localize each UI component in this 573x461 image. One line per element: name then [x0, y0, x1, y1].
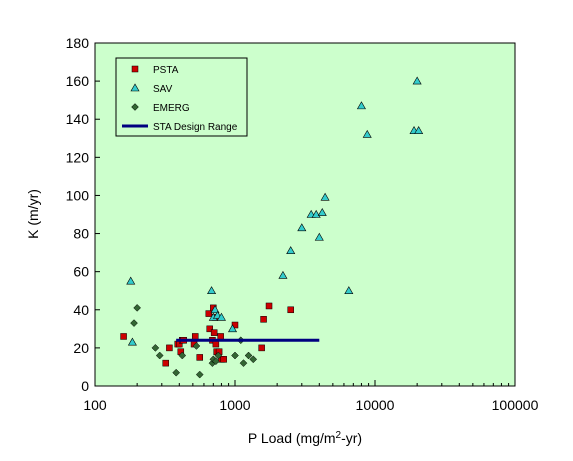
- psta-point: [287, 306, 294, 314]
- y-tick-label: 60: [73, 264, 89, 280]
- legend-emerg-marker: [131, 103, 139, 111]
- emerg-point: [130, 319, 138, 327]
- psta-point: [166, 344, 173, 352]
- sav-point: [344, 286, 354, 295]
- psta-point: [258, 344, 265, 352]
- legend-sav-marker: [130, 83, 140, 92]
- x-axis: 100 1000 10000 100000: [83, 380, 539, 413]
- emerg-point: [231, 351, 239, 360]
- x-axis-label-superscript: 2: [336, 430, 342, 441]
- y-axis-label: K (m/yr): [25, 189, 41, 239]
- sav-point: [127, 337, 137, 346]
- y-axis: 0 20 40 60 80 100 120 140 160 180: [66, 35, 100, 394]
- emerg-point: [133, 304, 141, 312]
- sav-point: [228, 324, 238, 333]
- emerg-point: [195, 370, 204, 379]
- emerg-point: [239, 359, 248, 367]
- psta-point: [120, 333, 127, 340]
- x-tick-label: 1000: [219, 397, 250, 413]
- y-tick-label: 0: [81, 378, 89, 394]
- y-tick-label: 180: [66, 35, 90, 51]
- sav-point: [278, 270, 288, 279]
- psta-point: [206, 325, 213, 333]
- x-tick-label: 100: [83, 397, 107, 413]
- emerg-point: [178, 351, 187, 360]
- legend-psta-label: PSTA: [153, 65, 179, 76]
- emerg-point: [155, 351, 164, 360]
- emerg-point: [244, 351, 253, 360]
- y-tick-label: 160: [66, 73, 90, 89]
- sav-point: [210, 305, 220, 314]
- legend-psta-marker: [131, 65, 139, 73]
- psta-point: [260, 316, 267, 323]
- emerg-point: [172, 368, 181, 377]
- legend-emerg-label: EMERG: [153, 103, 190, 114]
- psta-point: [210, 329, 218, 336]
- psta-point: [196, 354, 203, 361]
- y-tick-label: 20: [73, 340, 89, 356]
- sav-point: [356, 101, 366, 110]
- legend: PSTA SAV EMERG STA Design Range: [115, 57, 248, 137]
- emerg-point: [151, 344, 160, 352]
- psta-point: [212, 340, 220, 348]
- legend-sta-design-range-label: STA Design Range: [153, 122, 238, 133]
- psta-point: [191, 333, 199, 340]
- y-tick-label: 100: [66, 187, 90, 203]
- x-axis-label-suffix: -yr): [341, 430, 362, 446]
- sav-point: [126, 276, 136, 285]
- psta-point: [231, 321, 239, 329]
- psta-point: [217, 333, 224, 340]
- sav-point: [412, 76, 422, 85]
- psta-point: [265, 302, 273, 310]
- y-tick-label: 140: [66, 111, 90, 127]
- x-axis-label-main: P Load (mg/m: [248, 430, 336, 446]
- sav-point: [317, 207, 327, 216]
- x-tick-label: 10000: [356, 397, 395, 413]
- sav-point: [320, 192, 330, 201]
- emerg-point: [212, 357, 220, 366]
- x-tick-label: 100000: [492, 397, 539, 413]
- emerg-point: [192, 342, 201, 350]
- y-tick-label: 40: [73, 302, 89, 318]
- sav-point: [207, 286, 217, 295]
- psta-point: [162, 359, 169, 367]
- sav-point: [286, 246, 296, 255]
- sav-point: [362, 129, 372, 138]
- legend-sav-label: SAV: [153, 84, 173, 95]
- sav-point: [297, 223, 307, 232]
- data-marks: [120, 76, 424, 379]
- psta-point: [205, 310, 213, 317]
- emerg-point: [249, 355, 258, 364]
- sav-point: [314, 232, 324, 241]
- sav-point: [216, 312, 226, 321]
- y-tick-label: 80: [73, 226, 89, 242]
- x-axis-label: P Load (mg/m2-yr): [248, 430, 362, 446]
- y-tick-label: 120: [66, 149, 90, 165]
- psta-point: [220, 356, 227, 363]
- emerg-point: [214, 351, 223, 360]
- sav-point: [414, 126, 424, 134]
